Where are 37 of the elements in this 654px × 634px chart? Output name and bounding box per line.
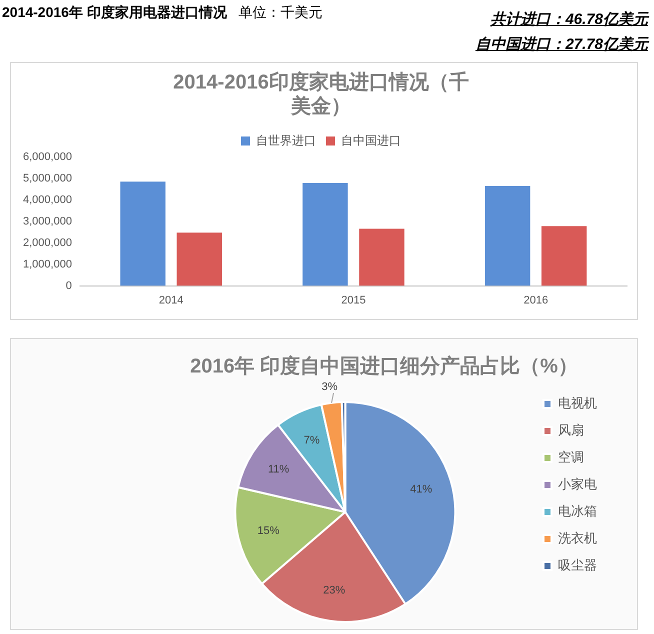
bar [541,226,587,286]
y-tick-label: 2,000,000 [23,236,72,249]
legend-label: 空调 [558,450,584,465]
y-tick-label: 1,000,000 [23,258,72,270]
bar [176,232,222,286]
y-tick-label: 3,000,000 [23,215,72,228]
legend-label: 自中国进口 [341,133,401,148]
y-tick-label: 0 [66,280,72,292]
x-tick-label: 2016 [524,294,548,306]
legend-label: 风扇 [558,422,584,438]
bar [302,182,348,286]
x-tick-label: 2014 [158,294,184,306]
data-label: 3% [322,381,338,394]
chart-title: 2016年 印度自中国进口细分产品占比（%） [190,354,578,378]
bar [484,186,530,286]
legend-label: 洗衣机 [558,530,597,546]
data-label: 15% [257,525,280,538]
y-tick-label: 4,000,000 [23,194,72,206]
x-tick-label: 2015 [341,294,366,306]
y-tick-label: 5,000,000 [23,172,72,184]
text: 自中国进口：27.78亿美元 [475,35,648,54]
data-label: 7% [304,434,320,446]
legend-label: 自世界进口 [256,133,316,148]
text: 共计进口：46.78亿美元 [490,10,648,29]
legend-label: 电冰箱 [558,504,597,519]
data-label: 23% [323,584,346,596]
legend-label: 吸尘器 [558,558,597,573]
text: 2014-2016年 印度家用电器进口情况 [2,4,227,20]
bar [359,228,404,286]
bar [120,182,166,286]
legend-label: 电视机 [558,396,597,411]
data-label: 41% [410,483,432,496]
legend-label: 小家电 [558,476,597,492]
data-label: 11% [268,463,290,476]
chart-title: 2014-2016印度家电进口情况（千美金） [173,70,469,118]
text: 单位：千美元 [238,4,323,20]
y-tick-label: 6,000,000 [23,151,72,164]
